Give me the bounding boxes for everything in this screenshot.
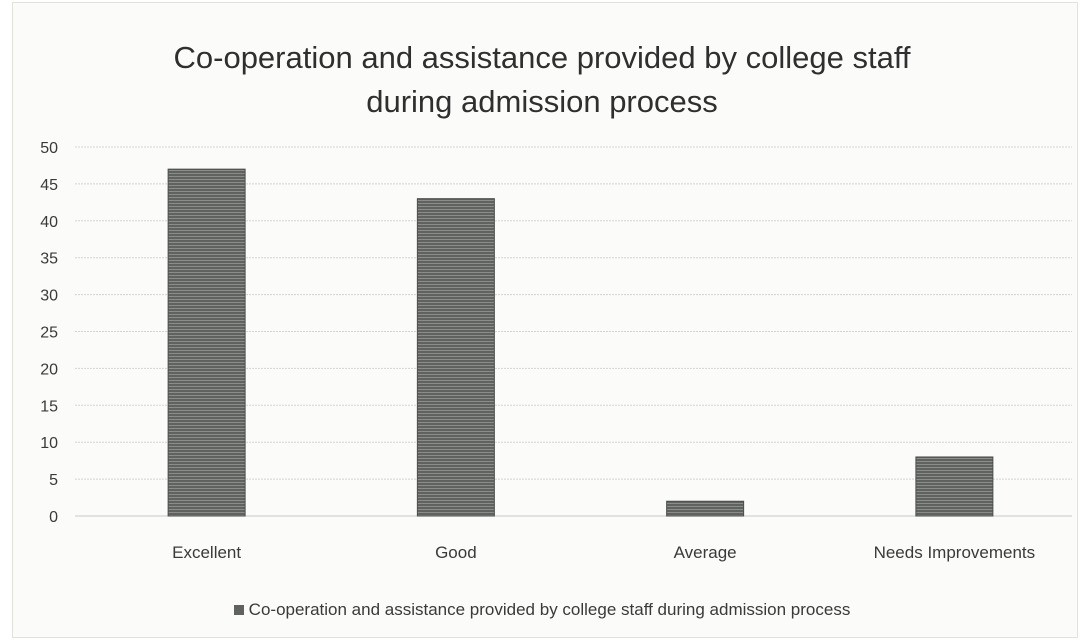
legend-swatch: [233, 605, 244, 615]
chart-title: Co-operation and assistance provided by …: [173, 40, 911, 119]
y-tick-label: 35: [40, 251, 58, 268]
x-tick-label: Average: [674, 543, 737, 562]
y-tick-label: 25: [40, 325, 58, 342]
y-tick-label: 50: [40, 140, 58, 157]
bar-average: [666, 500, 745, 517]
y-tick-label: 5: [49, 472, 58, 489]
y-tick-label: 30: [40, 288, 58, 305]
y-tick-label: 40: [40, 214, 58, 231]
x-tick-label: Excellent: [172, 543, 241, 562]
bar-needs-improvements: [915, 456, 994, 517]
y-tick-label: 45: [40, 177, 58, 194]
x-tick-label: Good: [435, 543, 477, 562]
bar-excellent: [167, 168, 246, 517]
y-tick-label: 10: [40, 435, 58, 452]
bars: [167, 168, 994, 517]
x-tick-label: Needs Improvements: [874, 543, 1036, 562]
x-axis-ticks: Excellent Good Average Needs Improvements: [172, 543, 1035, 562]
y-axis-ticks: 0 5 10 15 20 25 30 35 40 45 50: [40, 140, 58, 526]
legend: Co-operation and assistance provided by …: [0, 600, 1084, 620]
y-tick-label: 15: [40, 398, 58, 415]
legend-label: Co-operation and assistance provided by …: [248, 600, 851, 619]
y-tick-label: 0: [49, 509, 58, 526]
y-tick-label: 20: [40, 361, 58, 378]
bar-good: [416, 198, 495, 517]
